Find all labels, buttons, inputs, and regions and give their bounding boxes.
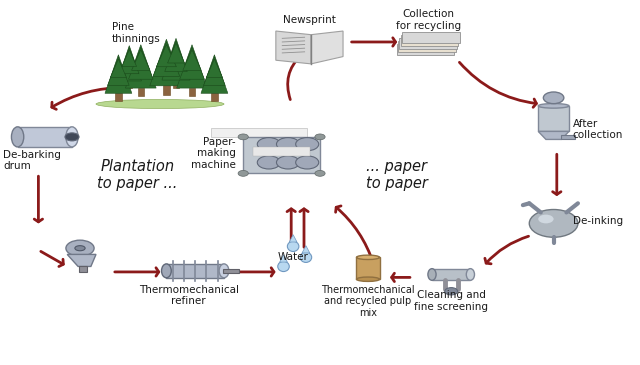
Polygon shape xyxy=(538,131,569,139)
Text: Plantation
to paper ...: Plantation to paper ... xyxy=(97,159,178,191)
Bar xyxy=(561,135,575,139)
Bar xyxy=(401,35,458,46)
Bar xyxy=(398,41,456,52)
Circle shape xyxy=(529,210,578,237)
Circle shape xyxy=(276,156,300,169)
Circle shape xyxy=(257,156,280,169)
Bar xyxy=(538,106,569,131)
Bar xyxy=(432,269,470,280)
Polygon shape xyxy=(122,50,136,66)
Ellipse shape xyxy=(356,277,380,281)
Bar xyxy=(253,147,310,156)
Bar xyxy=(138,88,144,96)
Text: Thermomechanical
refiner: Thermomechanical refiner xyxy=(139,285,239,307)
Ellipse shape xyxy=(467,269,474,280)
Polygon shape xyxy=(108,57,129,85)
Bar xyxy=(173,80,179,88)
Polygon shape xyxy=(211,128,307,137)
Polygon shape xyxy=(311,31,343,64)
Circle shape xyxy=(543,92,564,104)
Polygon shape xyxy=(302,246,310,253)
Ellipse shape xyxy=(75,246,85,251)
Polygon shape xyxy=(204,57,225,85)
Text: De-barking
drum: De-barking drum xyxy=(3,150,61,172)
Text: Paper-
making
machine: Paper- making machine xyxy=(191,137,236,170)
Bar xyxy=(211,93,218,101)
Bar xyxy=(115,93,122,101)
Ellipse shape xyxy=(356,255,380,260)
Polygon shape xyxy=(162,38,190,80)
Polygon shape xyxy=(120,47,139,74)
Text: Water: Water xyxy=(278,252,308,262)
Bar xyxy=(126,81,132,88)
Polygon shape xyxy=(180,47,204,79)
Bar xyxy=(79,266,87,272)
Ellipse shape xyxy=(287,241,299,251)
Text: Pine
thinnings: Pine thinnings xyxy=(112,22,161,44)
Polygon shape xyxy=(153,42,180,76)
Bar xyxy=(397,44,454,55)
Text: Thermomechanical
and recycled pulp
mix: Thermomechanical and recycled pulp mix xyxy=(321,285,415,318)
Circle shape xyxy=(238,134,248,140)
Bar xyxy=(356,257,380,279)
Text: ... paper
to paper: ... paper to paper xyxy=(366,159,428,191)
Polygon shape xyxy=(105,55,132,93)
Polygon shape xyxy=(164,41,188,72)
Circle shape xyxy=(315,134,325,140)
Ellipse shape xyxy=(66,127,78,147)
Circle shape xyxy=(296,138,319,151)
Circle shape xyxy=(257,138,280,151)
Polygon shape xyxy=(150,39,183,86)
Bar xyxy=(399,38,457,49)
Polygon shape xyxy=(280,255,287,262)
Ellipse shape xyxy=(12,127,24,147)
Ellipse shape xyxy=(219,264,229,278)
Polygon shape xyxy=(117,46,141,81)
Polygon shape xyxy=(132,50,150,70)
Bar xyxy=(402,32,460,43)
Text: Collection
for recycling: Collection for recycling xyxy=(396,9,461,31)
Bar xyxy=(166,264,224,278)
Circle shape xyxy=(296,156,319,169)
Text: Cleaning and
fine screening: Cleaning and fine screening xyxy=(414,290,488,312)
Polygon shape xyxy=(201,55,228,93)
Polygon shape xyxy=(129,47,153,79)
Ellipse shape xyxy=(161,264,172,278)
Polygon shape xyxy=(177,45,207,88)
Ellipse shape xyxy=(278,261,289,272)
Polygon shape xyxy=(183,50,201,70)
Bar xyxy=(163,85,170,95)
Polygon shape xyxy=(110,59,127,77)
Circle shape xyxy=(538,215,554,223)
Bar xyxy=(18,127,72,147)
Circle shape xyxy=(66,240,94,256)
Ellipse shape xyxy=(428,269,436,280)
Polygon shape xyxy=(168,43,184,63)
Bar xyxy=(223,269,239,273)
Circle shape xyxy=(238,170,248,176)
Circle shape xyxy=(445,288,458,295)
Polygon shape xyxy=(156,45,177,67)
Circle shape xyxy=(276,138,300,151)
Text: After
collection: After collection xyxy=(573,119,623,141)
Polygon shape xyxy=(289,235,297,242)
Polygon shape xyxy=(67,254,96,266)
Ellipse shape xyxy=(538,104,569,108)
Text: Newsprint: Newsprint xyxy=(283,15,335,25)
Bar xyxy=(243,137,320,173)
Text: De-inking: De-inking xyxy=(573,216,623,226)
Ellipse shape xyxy=(96,99,224,109)
Ellipse shape xyxy=(300,252,312,262)
Polygon shape xyxy=(206,59,223,77)
Polygon shape xyxy=(276,31,311,64)
Bar xyxy=(189,88,195,96)
Circle shape xyxy=(65,133,79,141)
Circle shape xyxy=(315,170,325,176)
Polygon shape xyxy=(125,45,156,88)
